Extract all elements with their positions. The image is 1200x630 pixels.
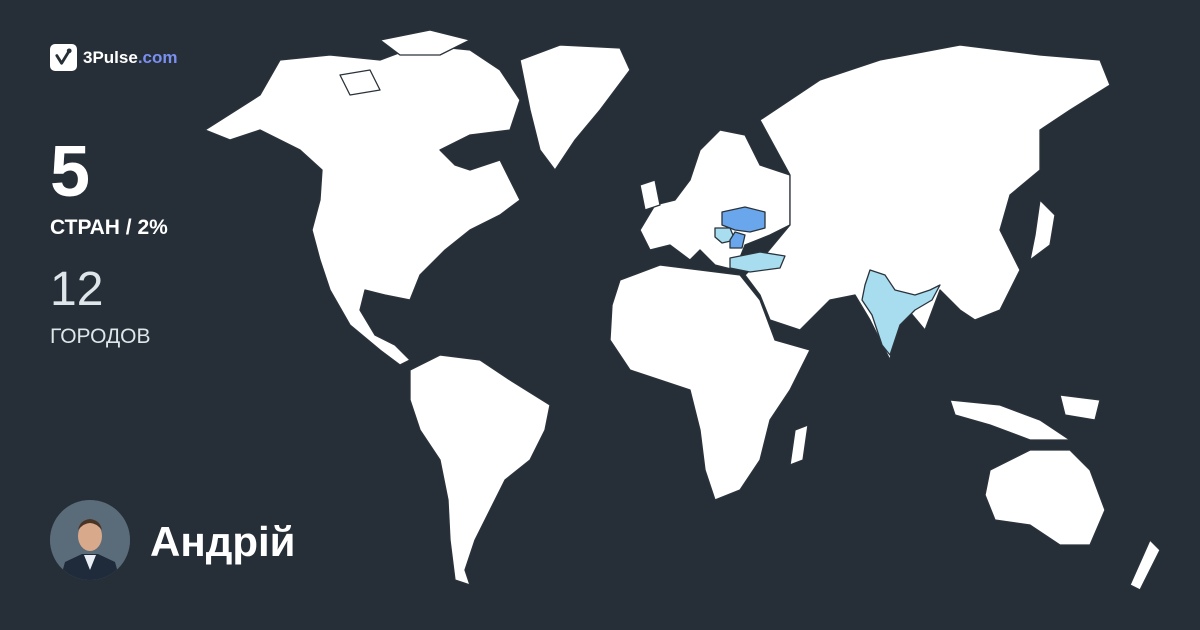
indonesia	[949, 394, 1101, 441]
europe	[639, 129, 791, 271]
continents	[204, 29, 1161, 591]
avatar	[50, 500, 130, 580]
cities-label: ГОРОДОВ	[50, 325, 151, 348]
visited-country	[721, 206, 766, 233]
uk	[639, 179, 661, 211]
brand-name: 3Pulse.com	[83, 48, 178, 68]
visited-country	[861, 269, 941, 356]
check-pulse-icon	[50, 44, 77, 71]
arctic-islands	[339, 29, 471, 96]
brand-name-text: 3Pulse	[83, 47, 138, 67]
brand-domain: .com	[137, 47, 178, 67]
japan	[1029, 199, 1056, 261]
brand-logo[interactable]: 3Pulse.com	[50, 44, 178, 71]
cities-count: 12	[50, 263, 104, 316]
user-name: Андрій	[150, 518, 296, 565]
australia	[984, 449, 1106, 546]
north-america	[204, 44, 521, 366]
madagascar	[789, 424, 809, 466]
new-zealand	[1129, 539, 1161, 591]
visited-countries	[714, 206, 941, 356]
visited-country	[729, 251, 786, 273]
countries-label: СТРАН / 2%	[50, 216, 168, 239]
south-america	[409, 354, 551, 586]
africa	[609, 264, 811, 501]
asia	[744, 44, 1111, 361]
visited-country	[729, 231, 746, 249]
countries-count: 5	[50, 132, 91, 212]
greenland	[519, 44, 631, 171]
